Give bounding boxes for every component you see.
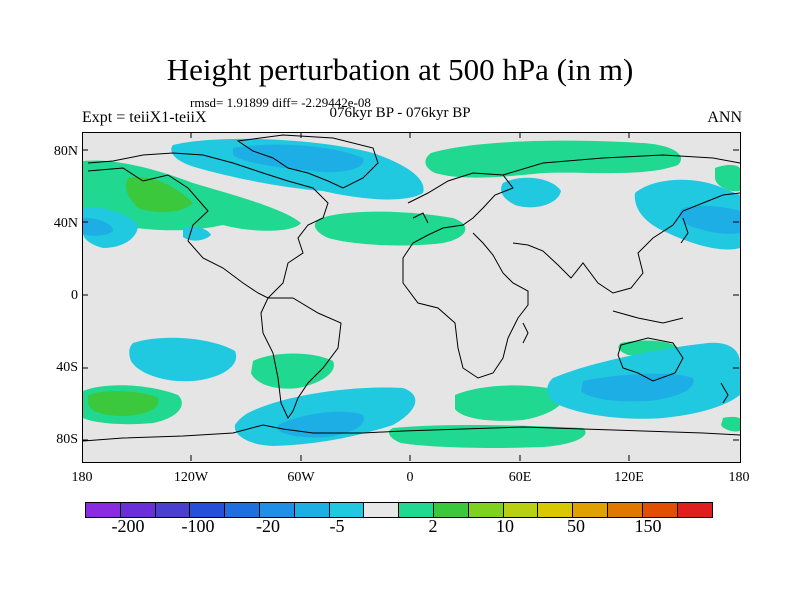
negative-anomaly-regions (83, 138, 740, 446)
colorbar-cell (329, 503, 365, 517)
lon-label-60w: 60W (287, 470, 315, 485)
map-title: Height perturbation at 500 hPa (in m) (166, 52, 634, 87)
colorbar-label-150: 150 (634, 516, 662, 536)
experiment-label: Expt = teiiX1-teiiX (82, 109, 207, 126)
colorbar-cell (573, 503, 608, 517)
colorbar-cell (538, 503, 574, 517)
colorbar-label-10: 10 (496, 516, 514, 536)
colorbar-label-50: 50 (567, 516, 585, 536)
lat-label-40n: 40N (53, 216, 78, 231)
lon-label-180w: 180 (71, 470, 93, 485)
lon-label-120w: 120W (173, 470, 209, 485)
colorbar-label-neg100: -100 (181, 516, 215, 536)
lon-label-60e: 60E (508, 470, 532, 485)
colorbar-cell (86, 503, 121, 517)
colorbar-cell (468, 503, 504, 517)
colorbar-cell (399, 503, 434, 517)
colorbar-cell (259, 503, 295, 517)
positive-anomaly-regions (83, 140, 740, 448)
coastlines (83, 134, 740, 442)
lon-label-180e: 180 (728, 470, 750, 485)
colorbar (85, 502, 714, 518)
colorbar-cell (364, 503, 400, 517)
colorbar-cell (225, 503, 260, 517)
lat-label-80n: 80N (53, 144, 78, 159)
colorbar-cell (607, 503, 643, 517)
colorbar-cell (120, 503, 156, 517)
map-panel (82, 132, 741, 463)
period-label: 076kyr BP - 076kyr BP (329, 105, 471, 121)
lat-label-0: 0 (71, 288, 78, 303)
colorbar-cell (503, 503, 539, 517)
colorbar-cell (155, 503, 191, 517)
colorbar-cell (190, 503, 226, 517)
map-svg (83, 134, 740, 448)
lat-label-80s: 80S (56, 432, 78, 447)
colorbar-label-neg200: -200 (111, 516, 145, 536)
colorbar-label-neg20: -20 (256, 516, 280, 536)
colorbar-cell (294, 503, 330, 517)
lon-label-0: 0 (406, 470, 414, 485)
colorbar-cell (677, 503, 713, 517)
colorbar-cell (433, 503, 469, 517)
season-label: ANN (707, 109, 742, 126)
colorbar-label-neg5: -5 (329, 516, 345, 536)
lon-label-120e: 120E (614, 470, 644, 485)
stats-line: rmsd= 1.91899 diff= -2.29442e-08 (190, 95, 371, 110)
colorbar-cell (642, 503, 678, 517)
colorbar-label-2: 2 (428, 516, 438, 536)
lat-label-40s: 40S (56, 360, 78, 375)
